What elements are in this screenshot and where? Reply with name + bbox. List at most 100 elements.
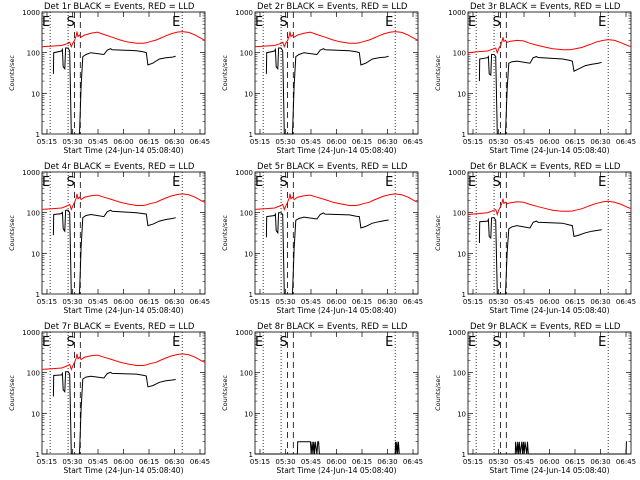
y-tick-label: 100 xyxy=(453,50,466,58)
plot-frame xyxy=(254,11,419,135)
y-tick-label: 1 xyxy=(462,291,466,299)
lld-series-line xyxy=(467,198,632,217)
y-axis-label: Counts/sec xyxy=(434,55,442,91)
x-tick-label: 06:30 xyxy=(164,138,184,146)
x-tick-label: 05:15 xyxy=(463,458,483,466)
x-tick-label: 06:45 xyxy=(190,138,210,146)
x-tick-label: 05:30 xyxy=(62,458,82,466)
x-tick-label: 06:00 xyxy=(326,298,346,306)
x-axis-label: Start Time (24-Jun-14 05:08:40) xyxy=(277,466,397,475)
s-marker: S xyxy=(492,15,500,30)
x-tick-label: 06:30 xyxy=(377,458,397,466)
y-tick-label: 10 xyxy=(244,90,253,98)
x-tick-label: 05:45 xyxy=(301,298,321,306)
y-tick-label: 10 xyxy=(457,90,466,98)
end-e-marker: E xyxy=(172,15,180,30)
y-axis-label: Counts/sec xyxy=(8,215,16,251)
events-series-line xyxy=(478,217,602,295)
x-tick-label: 05:30 xyxy=(275,458,295,466)
lld-series-line xyxy=(254,31,419,49)
start-e-marker: E xyxy=(42,175,50,190)
y-tick-label: 1000 xyxy=(448,329,466,337)
plot-frame xyxy=(467,171,632,295)
panel-title: Det 4r BLACK = Events, RED = LLD xyxy=(44,162,195,172)
y-tick-label: 10 xyxy=(31,90,40,98)
events-series-line xyxy=(265,47,389,135)
y-tick-label: 100 xyxy=(453,370,466,378)
x-tick-label: 05:15 xyxy=(463,298,483,306)
start-e-marker: E xyxy=(468,175,476,190)
plot-frame xyxy=(467,11,632,135)
x-axis-label: Start Time (24-Jun-14 05:08:40) xyxy=(490,146,610,155)
x-tick-label: 06:30 xyxy=(590,458,610,466)
x-tick-label: 06:45 xyxy=(403,298,423,306)
x-axis-label: Start Time (24-Jun-14 05:08:40) xyxy=(64,466,184,475)
x-tick-label: 06:15 xyxy=(139,138,159,146)
end-e-marker: E xyxy=(172,175,180,190)
x-tick-label: 06:15 xyxy=(139,458,159,466)
x-tick-label: 06:00 xyxy=(326,458,346,466)
detector-panel-5: Det 5r BLACK = Events, RED = LLD 1 10 100 10… xyxy=(221,162,423,315)
y-tick-label: 10 xyxy=(244,250,253,258)
start-e-marker: E xyxy=(468,15,476,30)
x-tick-label: 05:15 xyxy=(37,298,57,306)
x-tick-label: 06:00 xyxy=(113,458,133,466)
y-tick-label: 1 xyxy=(249,131,253,139)
y-tick-label: 100 xyxy=(240,370,253,378)
x-tick-label: 05:45 xyxy=(514,298,534,306)
x-tick-label: 06:45 xyxy=(190,458,210,466)
plot-frame xyxy=(41,11,206,135)
y-axis-label: Counts/sec xyxy=(221,375,229,411)
end-e-marker: E xyxy=(385,15,393,30)
x-tick-label: 06:00 xyxy=(326,138,346,146)
end-e-marker: E xyxy=(598,335,606,350)
x-axis-label: Start Time (24-Jun-14 05:08:40) xyxy=(490,466,610,475)
panel-title: Det 9r BLACK = Events, RED = LLD xyxy=(470,322,621,332)
detector-panel-8: Det 8r BLACK = Events, RED = LLD 1 10 100 10… xyxy=(221,322,423,475)
detector-panel-2: Det 2r BLACK = Events, RED = LLD 1 10 100 10… xyxy=(221,2,423,155)
x-tick-label: 06:45 xyxy=(190,298,210,306)
start-e-marker: E xyxy=(468,335,476,350)
end-e-marker: E xyxy=(385,335,393,350)
panel-title: Det 6r BLACK = Events, RED = LLD xyxy=(470,162,621,172)
y-tick-label: 1 xyxy=(36,291,40,299)
y-tick-label: 1000 xyxy=(235,9,253,17)
y-tick-label: 10 xyxy=(31,250,40,258)
lld-series-line xyxy=(41,31,206,49)
y-axis-label: Counts/sec xyxy=(8,375,16,411)
detector-panel-1: Det 1r BLACK = Events, RED = LLD 1 10 100 10… xyxy=(8,2,210,155)
y-axis-label: Counts/sec xyxy=(434,215,442,251)
y-tick-label: 100 xyxy=(240,210,253,218)
y-tick-label: 1 xyxy=(462,451,466,459)
lld-series-line xyxy=(254,193,419,211)
s-marker: S xyxy=(279,15,287,30)
x-axis-label: Start Time (24-Jun-14 05:08:40) xyxy=(64,306,184,315)
end-e-marker: E xyxy=(385,175,393,190)
x-axis-label: Start Time (24-Jun-14 05:08:40) xyxy=(277,306,397,315)
x-tick-label: 06:15 xyxy=(565,458,585,466)
y-tick-label: 1000 xyxy=(235,169,253,177)
plot-frame xyxy=(41,171,206,295)
s-marker: S xyxy=(66,15,74,30)
events-series-line xyxy=(255,441,400,455)
y-tick-label: 10 xyxy=(244,410,253,418)
x-tick-label: 06:15 xyxy=(352,138,372,146)
x-tick-label: 06:45 xyxy=(616,458,636,466)
x-tick-label: 06:45 xyxy=(403,138,423,146)
y-tick-label: 1 xyxy=(36,131,40,139)
x-tick-label: 05:30 xyxy=(275,138,295,146)
y-axis-label: Counts/sec xyxy=(8,55,16,91)
plot-frame xyxy=(254,331,419,455)
x-tick-label: 06:15 xyxy=(139,298,159,306)
start-e-marker: E xyxy=(42,335,50,350)
panel-title: Det 3r BLACK = Events, RED = LLD xyxy=(470,2,621,12)
x-tick-label: 06:00 xyxy=(539,298,559,306)
x-tick-label: 06:30 xyxy=(164,458,184,466)
y-tick-label: 100 xyxy=(27,50,40,58)
end-e-marker: E xyxy=(598,15,606,30)
start-e-marker: E xyxy=(255,175,263,190)
x-tick-label: 05:30 xyxy=(488,458,508,466)
start-e-marker: E xyxy=(255,335,263,350)
start-e-marker: E xyxy=(255,15,263,30)
x-tick-label: 06:30 xyxy=(590,298,610,306)
